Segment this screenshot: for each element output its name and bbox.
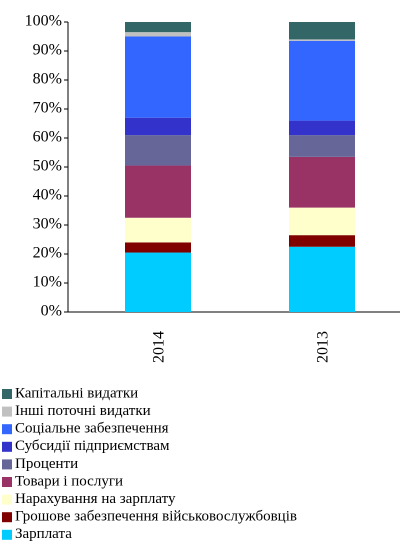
bar-segment bbox=[125, 165, 191, 218]
bar-segment bbox=[125, 22, 191, 33]
bar-segment bbox=[125, 117, 191, 136]
legend-label: Товари і послуги bbox=[15, 473, 123, 489]
legend-swatch bbox=[2, 389, 12, 399]
bar-segment bbox=[289, 207, 355, 236]
bar-segment bbox=[289, 156, 355, 208]
bar-segment bbox=[289, 120, 355, 136]
y-tick-label: 100% bbox=[25, 13, 62, 30]
y-tick-label: 40% bbox=[33, 187, 62, 204]
legend-label: Капітальні видатки bbox=[15, 385, 138, 401]
y-tick-label: 10% bbox=[33, 274, 62, 291]
y-tick-label: 20% bbox=[33, 245, 62, 262]
y-tick-label: 60% bbox=[33, 129, 62, 146]
bar-segment bbox=[289, 39, 355, 41]
legend-swatch bbox=[2, 424, 12, 435]
legend-label: Соціальне забезпечення bbox=[15, 421, 169, 437]
y-tick-label: 70% bbox=[33, 100, 62, 117]
y-tick-label: 80% bbox=[33, 71, 62, 88]
y-tick-label: 30% bbox=[33, 216, 62, 233]
legend-swatch bbox=[2, 512, 12, 523]
bar-segment bbox=[125, 217, 191, 243]
legend-label: Інші поточні видатки bbox=[15, 403, 151, 419]
legend-label: Субсидії підприємствам bbox=[15, 438, 170, 454]
bar-segment bbox=[289, 40, 355, 121]
bar-segment bbox=[125, 252, 191, 312]
bar-segment bbox=[125, 36, 191, 118]
legend-swatch bbox=[2, 459, 12, 470]
bar-segment bbox=[125, 242, 191, 253]
legend-swatch bbox=[2, 441, 12, 452]
x-tick-label: 2014 bbox=[151, 331, 168, 363]
legend-swatch bbox=[2, 494, 12, 505]
bar-segment bbox=[289, 246, 355, 312]
y-tick-label: 0% bbox=[41, 303, 62, 320]
x-tick-label: 2013 bbox=[315, 331, 332, 363]
legend-label: Зарплата bbox=[15, 526, 72, 542]
legend-label: Грошове забезпечення військовослужбовців bbox=[15, 509, 297, 525]
bar-segment bbox=[289, 235, 355, 247]
bar-segment bbox=[125, 32, 191, 37]
bar-segment bbox=[289, 135, 355, 157]
legend-swatch bbox=[2, 406, 12, 417]
bar-segment bbox=[125, 135, 191, 166]
bar-segment bbox=[289, 22, 355, 40]
legend-swatch bbox=[2, 477, 12, 487]
y-tick-label: 90% bbox=[33, 42, 62, 59]
legend-label: Нарахування на зарплату bbox=[15, 491, 176, 507]
y-tick-label: 50% bbox=[33, 158, 62, 175]
legend-label: Проценти bbox=[15, 456, 78, 472]
legend-swatch bbox=[2, 529, 12, 540]
